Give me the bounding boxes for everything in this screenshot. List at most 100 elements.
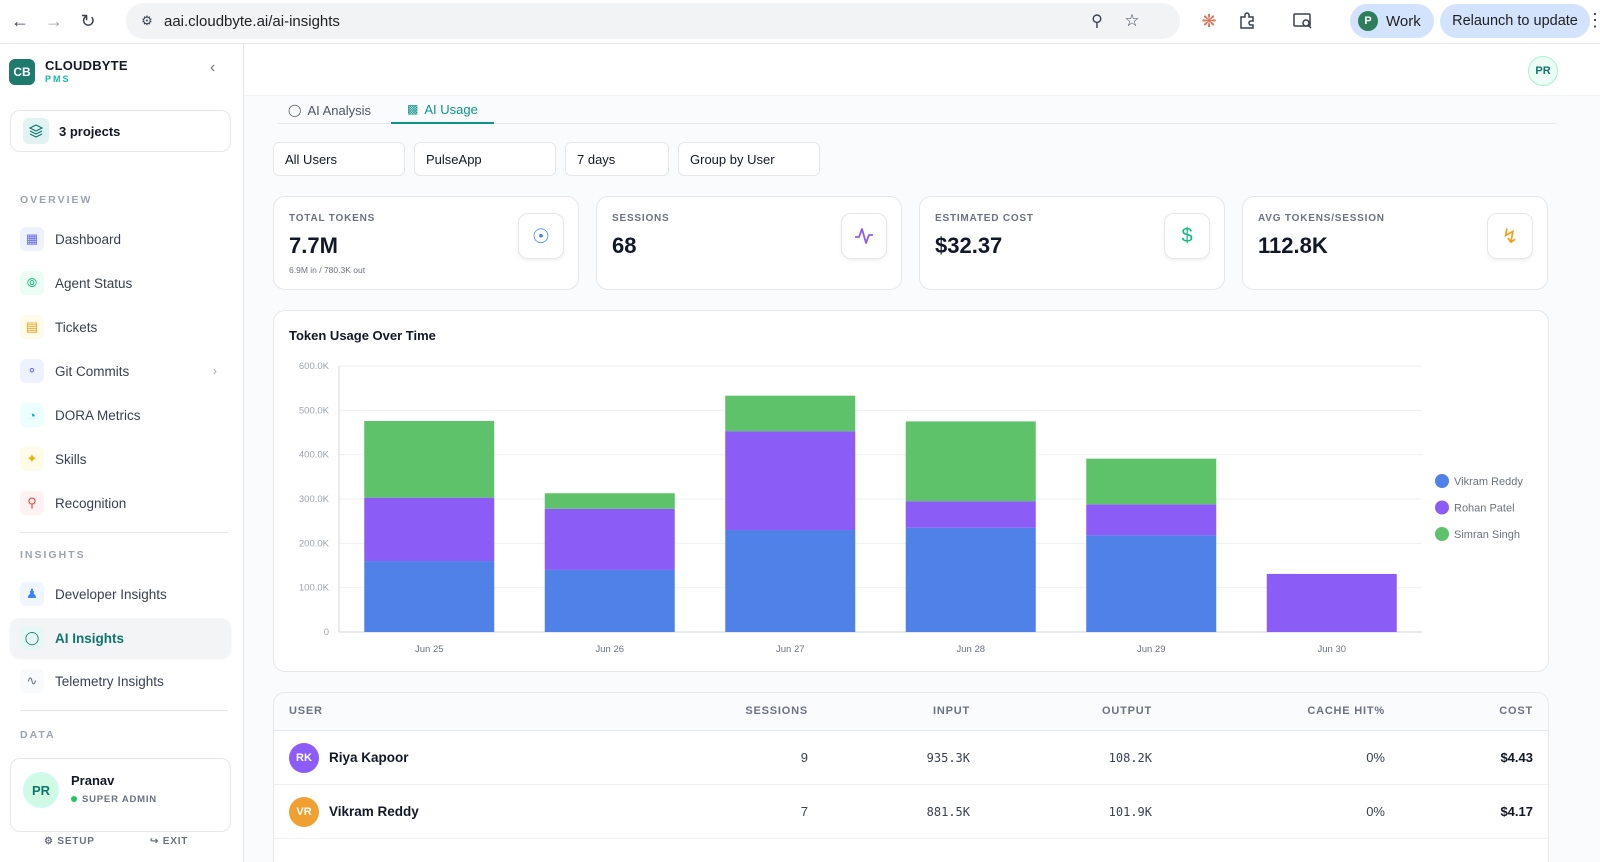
table-row[interactable]: RK Riya Kapoor 9 935.3K 108.2K 0% $4.43 bbox=[274, 731, 1548, 785]
tab-search-icon[interactable] bbox=[1290, 8, 1316, 34]
usage-table: USER SESSIONS INPUT OUTPUT CACHE HIT% CO… bbox=[273, 692, 1549, 862]
projects-label: 3 projects bbox=[59, 123, 121, 139]
sidebar-item-tickets[interactable]: ▤ Tickets bbox=[10, 307, 231, 347]
user-role-text: SUPER ADMIN bbox=[82, 794, 157, 805]
x-tick-label: Jun 27 bbox=[776, 644, 805, 655]
bar-segment bbox=[725, 530, 856, 632]
reload-icon[interactable]: ↻ bbox=[80, 11, 96, 31]
sidebar-item-dashboard[interactable]: ▦ Dashboard bbox=[10, 219, 231, 259]
sessions-cell: 9 bbox=[800, 750, 808, 765]
users-icon: ♟ bbox=[20, 582, 44, 606]
column-header-cache[interactable]: CACHE HIT% bbox=[1307, 705, 1385, 717]
status-dot bbox=[71, 796, 77, 803]
exit-label: EXIT bbox=[162, 836, 189, 847]
exit-button[interactable]: ↪ EXIT bbox=[150, 836, 188, 847]
bar-segment bbox=[544, 493, 675, 509]
coins-icon: ☉ bbox=[518, 213, 564, 259]
chart-title: Token Usage Over Time bbox=[289, 328, 436, 343]
stat-label: TOTAL TOKENS bbox=[289, 213, 376, 224]
legend-swatch bbox=[1435, 527, 1449, 541]
x-tick-label: Jun 25 bbox=[415, 644, 444, 655]
sidebar-item-developer-insights[interactable]: ♟ Developer Insights bbox=[10, 574, 231, 614]
cache-cell: 0% bbox=[1366, 750, 1385, 765]
site-info-icon[interactable]: ⚙ bbox=[141, 13, 153, 28]
column-header-output[interactable]: OUTPUT bbox=[1101, 705, 1152, 717]
zoom-icon[interactable]: ⚲ bbox=[1091, 13, 1103, 30]
x-tick-label: Jun 26 bbox=[595, 644, 624, 655]
x-tick-label: Jun 30 bbox=[1317, 644, 1346, 655]
logout-icon: ↪ bbox=[150, 836, 160, 847]
y-tick-label: 100.0K bbox=[299, 583, 330, 594]
sidebar-item-agent-status[interactable]: ⦾ Agent Status bbox=[10, 263, 231, 303]
user-role: SUPER ADMIN bbox=[71, 794, 157, 805]
app-filter-select[interactable]: PulseApp bbox=[414, 142, 556, 176]
input-cell: 935.3K bbox=[926, 751, 970, 765]
bookmark-star-icon[interactable]: ☆ bbox=[1124, 11, 1140, 30]
sidebar-item-telemetry-insights[interactable]: ∿ Telemetry Insights bbox=[10, 661, 231, 701]
y-tick-label: 500.0K bbox=[299, 405, 330, 416]
forward-icon[interactable]: → bbox=[45, 11, 63, 31]
setup-label: SETUP bbox=[57, 836, 95, 847]
sidebar-item-git-commits[interactable]: ⚬ Git Commits › bbox=[10, 351, 231, 391]
column-header-user[interactable]: USER bbox=[289, 705, 323, 717]
user-name-cell: Riya Kapoor bbox=[329, 750, 409, 765]
column-header-sessions[interactable]: SESSIONS bbox=[745, 705, 808, 717]
avatar: RK bbox=[289, 743, 319, 773]
extensions-puzzle-icon[interactable] bbox=[1234, 8, 1260, 34]
brain-icon: ◯ bbox=[20, 626, 44, 650]
profile-button[interactable]: P Work bbox=[1350, 4, 1434, 38]
tab-ai-usage[interactable]: ▩ AI Usage bbox=[391, 96, 494, 124]
trophy-icon: ⚲ bbox=[20, 491, 44, 515]
user-filter-select[interactable]: All Users bbox=[273, 142, 405, 176]
activity-icon bbox=[841, 213, 887, 259]
brand-subtitle: PMS bbox=[45, 74, 71, 84]
column-header-input[interactable]: INPUT bbox=[933, 705, 970, 717]
back-icon[interactable]: ← bbox=[11, 11, 29, 31]
stat-value: 7.7M bbox=[289, 233, 338, 258]
browser-menu-icon[interactable]: ⋮ bbox=[1586, 10, 1600, 30]
sidebar-item-label: Skills bbox=[55, 451, 87, 467]
avatar[interactable]: PR bbox=[1528, 56, 1558, 86]
token-usage-chart: Token Usage Over Time 0 100.0K 200.0K 300.0… bbox=[273, 310, 1549, 672]
stat-card-total-tokens: TOTAL TOKENS 7.7M 6.9M in / 780.3K out ☉ bbox=[273, 196, 579, 290]
sidebar-item-dora-metrics[interactable]: ◔ DORA Metrics bbox=[10, 395, 231, 435]
relaunch-button[interactable]: Relaunch to update bbox=[1440, 4, 1590, 38]
activity-icon: ∿ bbox=[20, 669, 44, 693]
sparkle-icon: ✦ bbox=[20, 447, 44, 471]
range-filter-select[interactable]: 7 days bbox=[565, 142, 669, 176]
address-bar[interactable]: ⚙ aai.cloudbyte.ai/ai-insights ⚲ ☆ bbox=[126, 3, 1180, 39]
overview-section-label: OVERVIEW bbox=[20, 194, 93, 206]
bar-segment bbox=[1086, 504, 1217, 536]
setup-button[interactable]: ⚙ SETUP bbox=[44, 836, 95, 847]
section-divider bbox=[20, 532, 228, 533]
insights-section-label: INSIGHTS bbox=[20, 549, 86, 561]
sidebar-item-label: Developer Insights bbox=[55, 586, 167, 602]
git-commit-icon: ⚬ bbox=[20, 359, 44, 383]
claude-extension-icon[interactable]: ❋ bbox=[1201, 10, 1217, 31]
y-tick-label: 300.0K bbox=[299, 494, 330, 505]
dollar-icon: $ bbox=[1164, 213, 1210, 259]
legend-label: Simran Singh bbox=[1454, 529, 1520, 541]
bar-segment bbox=[364, 561, 495, 632]
group-by-select[interactable]: Group by User bbox=[678, 142, 820, 176]
cost-cell: $4.17 bbox=[1500, 804, 1533, 819]
projects-selector[interactable]: 3 projects bbox=[10, 110, 231, 152]
output-cell: 101.9K bbox=[1108, 805, 1152, 819]
sidebar-item-skills[interactable]: ✦ Skills bbox=[10, 439, 231, 479]
sidebar-item-ai-insights[interactable]: ◯ AI Insights bbox=[10, 618, 231, 658]
y-tick-label: 400.0K bbox=[299, 450, 330, 461]
sidebar-item-label: Git Commits bbox=[55, 363, 130, 379]
x-tick-label: Jun 29 bbox=[1137, 644, 1166, 655]
x-tick-label: Jun 28 bbox=[956, 644, 985, 655]
table-row[interactable]: VR Vikram Reddy 7 881.5K 101.9K 0% $4.17 bbox=[274, 785, 1548, 839]
sidebar-item-label: DORA Metrics bbox=[55, 407, 141, 423]
sidebar-item-recognition[interactable]: ⚲ Recognition bbox=[10, 483, 231, 523]
column-header-cost[interactable]: COST bbox=[1499, 705, 1533, 717]
url-text[interactable]: aai.cloudbyte.ai/ai-insights bbox=[164, 12, 340, 30]
lightning-icon: ↯ bbox=[1487, 213, 1533, 259]
sidebar-item-label: Dashboard bbox=[55, 231, 122, 247]
output-cell: 108.2K bbox=[1108, 751, 1152, 765]
tab-ai-analysis[interactable]: ◯ AI Analysis bbox=[288, 96, 371, 124]
cache-cell: 0% bbox=[1366, 804, 1385, 819]
collapse-sidebar-icon[interactable]: ‹ bbox=[210, 59, 216, 76]
